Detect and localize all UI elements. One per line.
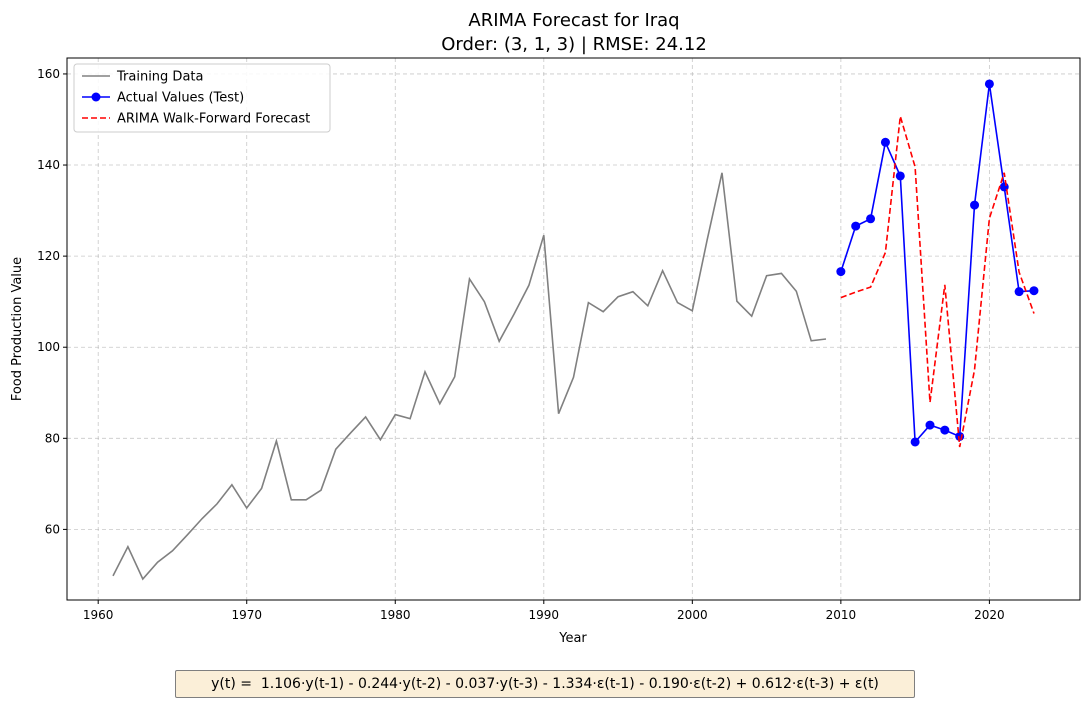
x-tick-label: 1980 bbox=[380, 608, 411, 622]
y-tick-label: 80 bbox=[45, 431, 60, 445]
legend-frame bbox=[73, 63, 331, 133]
x-tick-label: 2000 bbox=[677, 608, 708, 622]
actual-values-test-point bbox=[851, 221, 861, 231]
x-tick-label: 1990 bbox=[529, 608, 560, 622]
y-tick-label: 160 bbox=[37, 67, 60, 81]
actual-values-test-line bbox=[840, 83, 1035, 444]
x-axis-label: Year bbox=[558, 631, 587, 646]
legend-entry: Actual Values (Test) bbox=[117, 91, 244, 106]
x-tick-label: 2010 bbox=[826, 608, 857, 622]
actual-values-test-point bbox=[836, 267, 846, 277]
chart: ARIMA Forecast for Iraq Order: (3, 1, 3)… bbox=[10, 10, 1081, 646]
chart-title-line2: Order: (3, 1, 3) | RMSE: 24.12 bbox=[441, 34, 707, 55]
legend-marker bbox=[91, 92, 101, 102]
actual-values-test-point bbox=[880, 137, 890, 147]
y-tick-label: 120 bbox=[37, 249, 60, 263]
actual-values-test-point bbox=[866, 214, 876, 224]
y-axis-label: Food Production Value bbox=[10, 257, 25, 401]
y-tick-label: 60 bbox=[45, 522, 60, 536]
x-tick-label: 2020 bbox=[974, 608, 1005, 622]
actual-values-test-point bbox=[925, 420, 935, 430]
actual-values-test-point bbox=[910, 437, 920, 447]
actual-values-test-point bbox=[940, 425, 950, 435]
y-tick-label: 100 bbox=[37, 340, 60, 354]
x-tick-label: 1970 bbox=[231, 608, 262, 622]
axis-ticks: 1960 1970 1980 1990 2000 2010 2020 60 80 100 120 14… bbox=[37, 67, 1005, 622]
grid bbox=[67, 58, 1080, 600]
actual-values-test-point bbox=[895, 171, 905, 181]
chart-title-line1: ARIMA Forecast for Iraq bbox=[468, 10, 679, 31]
actual-values-test-point bbox=[1014, 287, 1024, 297]
actual-values-test-point bbox=[970, 200, 980, 210]
legend-entry: Training Data bbox=[116, 70, 203, 85]
series-layer bbox=[112, 79, 1039, 581]
legend-entry: ARIMA Walk-Forward Forecast bbox=[117, 112, 310, 127]
arima-walk-forward-forecast-line bbox=[840, 116, 1035, 448]
training-data-line bbox=[112, 172, 827, 581]
equation-box: y(t) = 1.106·y(t-1) - 0.244·y(t-2) - 0.0… bbox=[175, 670, 915, 698]
legend: Training Data Actual Values (Test) ARIMA W… bbox=[73, 63, 331, 133]
actual-values-test-point bbox=[984, 79, 994, 89]
y-tick-label: 140 bbox=[37, 158, 60, 172]
x-tick-label: 1960 bbox=[83, 608, 114, 622]
actual-values-test-point bbox=[1029, 286, 1039, 296]
plot-frame bbox=[66, 57, 1081, 601]
